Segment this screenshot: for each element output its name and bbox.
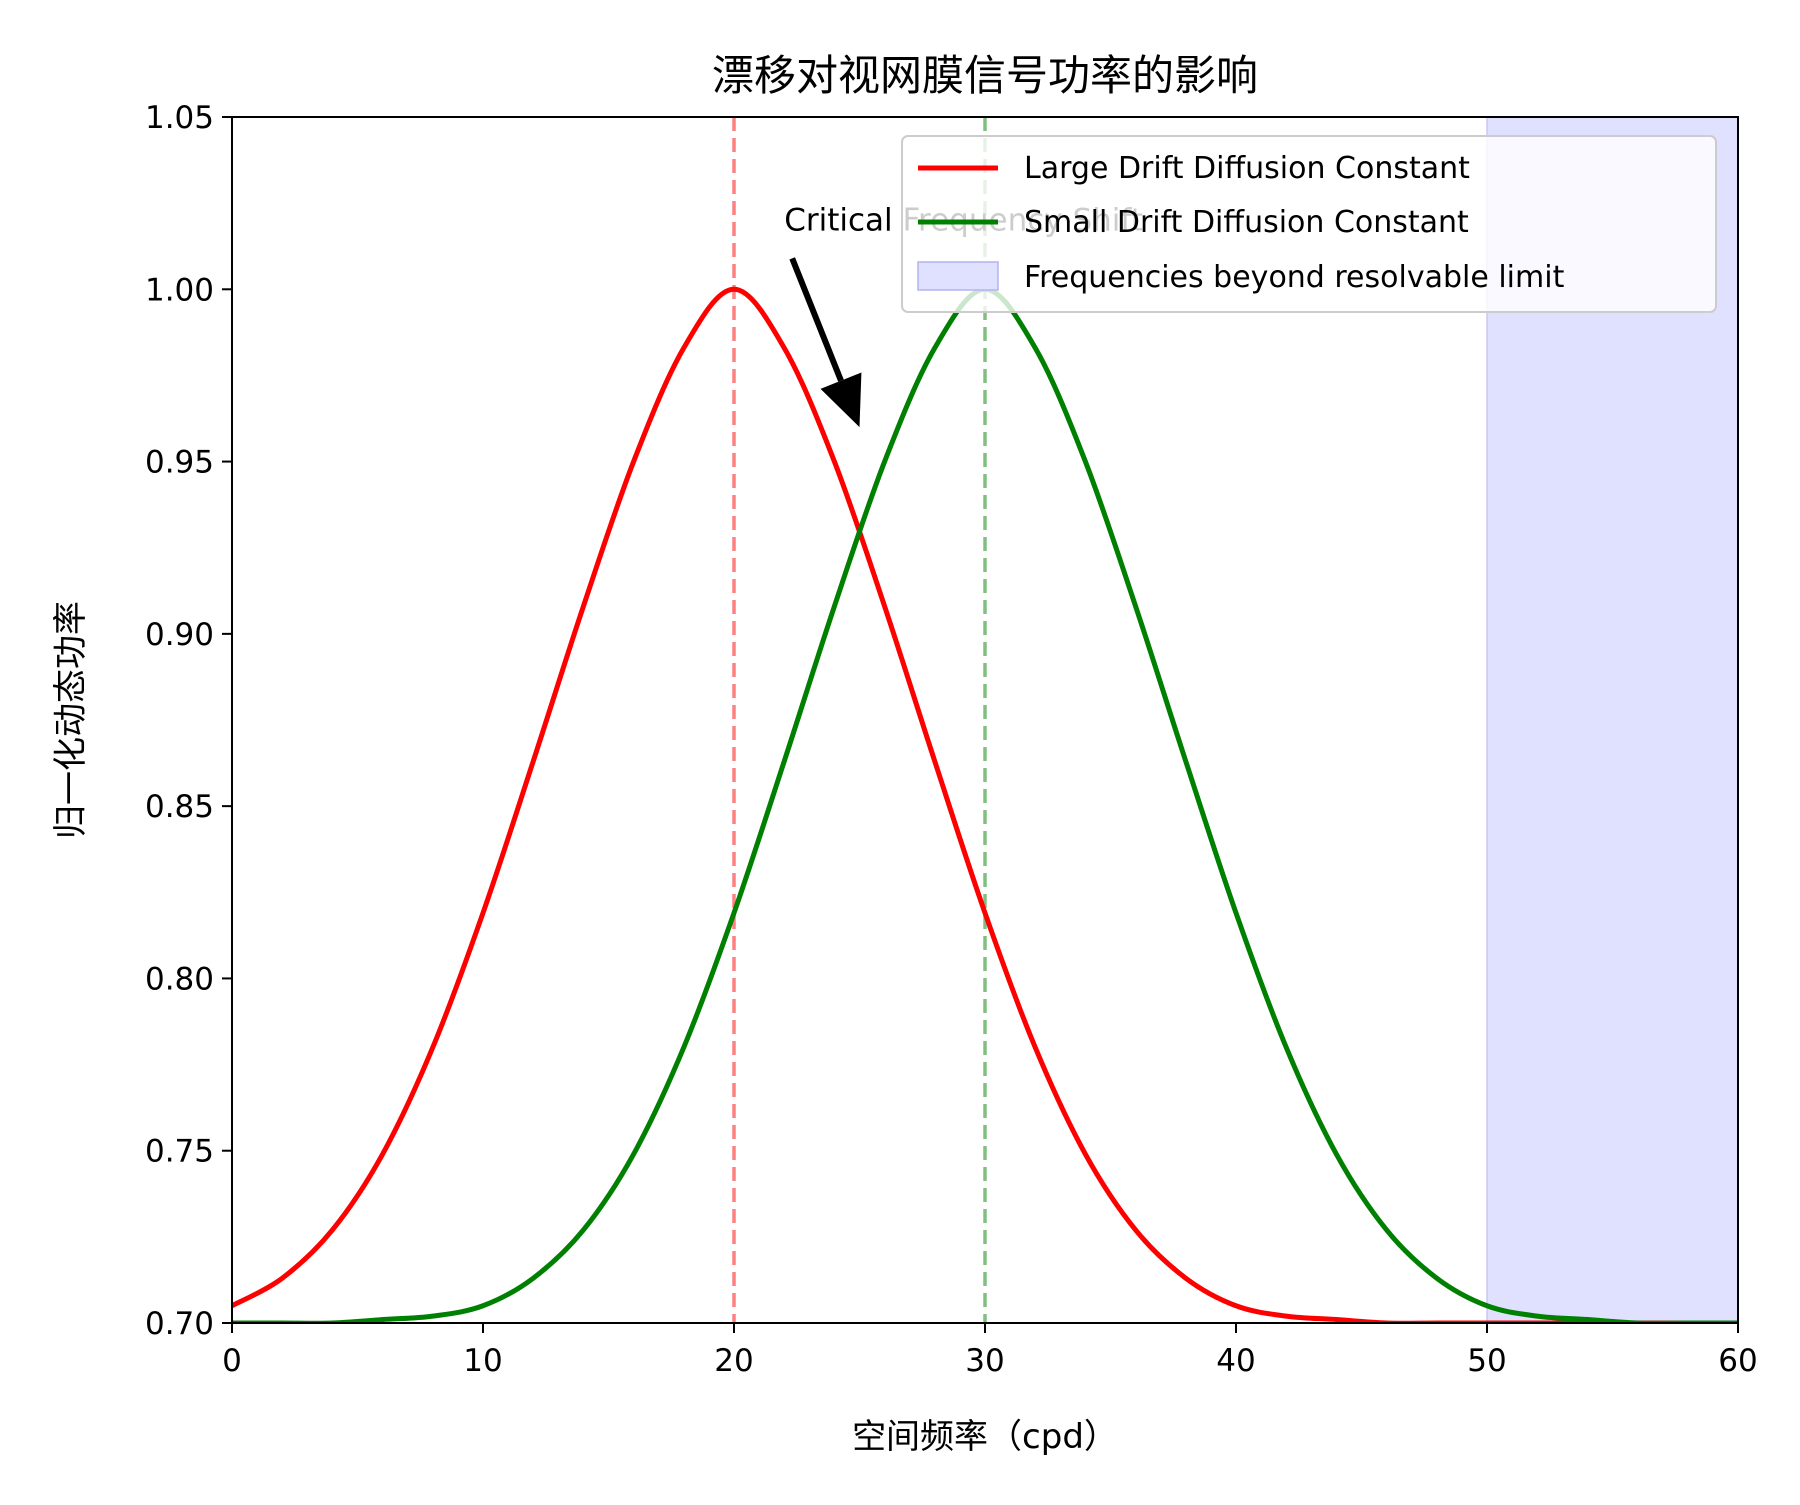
chart-title: 漂移对视网膜信号功率的影响 xyxy=(712,51,1258,100)
x-axis-label: 空间频率（cpd） xyxy=(852,1417,1118,1457)
y-tick-label: 0.80 xyxy=(145,961,214,997)
legend-label-shaded-region: Frequencies beyond resolvable limit xyxy=(1024,260,1565,295)
y-axis-label: 归一化动态功率 xyxy=(51,601,91,839)
x-tick-label: 20 xyxy=(714,1343,753,1379)
y-tick-label: 0.85 xyxy=(145,789,214,825)
shaded-region-layer xyxy=(1486,117,1738,1323)
x-axis-ticks: 0 10 20 30 40 50 60 xyxy=(222,1323,1758,1379)
legend-label-small-drift: Small Drift Diffusion Constant xyxy=(1024,205,1469,240)
y-tick-label: 1.00 xyxy=(145,272,214,308)
y-tick-label: 1.05 xyxy=(145,100,214,136)
y-axis-ticks: 0.70 0.75 0.80 0.85 0.90 0.95 1.00 1.05 xyxy=(145,100,232,1342)
shaded-region xyxy=(1486,117,1738,1323)
legend-label-large-drift: Large Drift Diffusion Constant xyxy=(1024,151,1470,186)
x-tick-label: 40 xyxy=(1216,1343,1255,1379)
series-line-0 xyxy=(232,286,1738,1323)
annotation-arrow-head xyxy=(820,372,862,428)
x-tick-label: 30 xyxy=(965,1343,1004,1379)
legend-swatch-shaded-region xyxy=(917,261,999,291)
x-tick-label: 50 xyxy=(1467,1343,1506,1379)
annotation-arrow-shaft xyxy=(789,257,844,382)
y-tick-label: 0.95 xyxy=(145,445,214,481)
y-tick-label: 0.90 xyxy=(145,617,214,653)
x-tick-label: 0 xyxy=(222,1343,242,1379)
vline-layer xyxy=(732,117,987,1323)
x-tick-label: 60 xyxy=(1718,1343,1757,1379)
y-tick-label: 0.75 xyxy=(145,1134,214,1170)
legend: Large Drift Diffusion Constant Small Dri… xyxy=(901,135,1717,313)
legend-frame xyxy=(901,135,1717,313)
x-tick-label: 10 xyxy=(463,1343,502,1379)
y-tick-label: 0.70 xyxy=(145,1306,214,1342)
